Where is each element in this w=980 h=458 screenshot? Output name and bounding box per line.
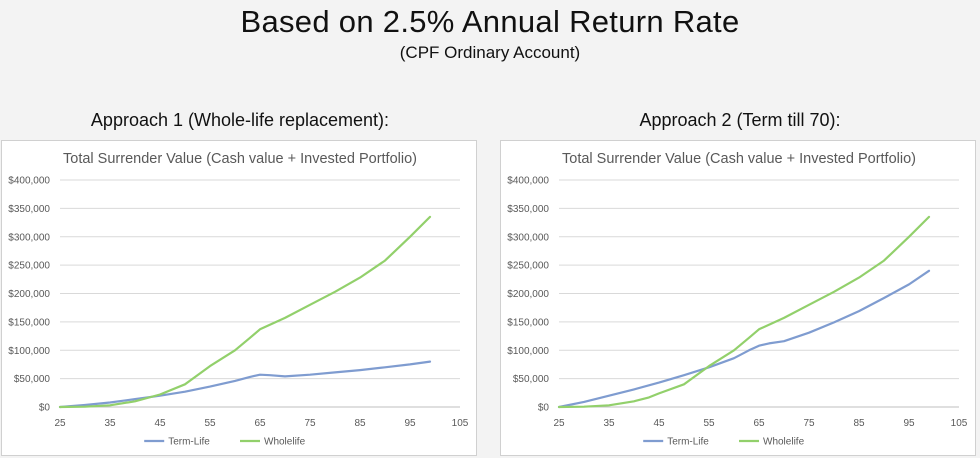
legend-label: Term-Life	[667, 437, 709, 448]
x-tick-label: 95	[903, 418, 915, 429]
legend-label: Wholelife	[763, 437, 805, 448]
x-tick-label: 25	[54, 418, 66, 429]
y-tick-label: $100,000	[8, 346, 50, 357]
y-tick-label: $50,000	[14, 374, 51, 385]
legend-label: Term-Life	[168, 437, 210, 448]
chart-title: Total Surrender Value (Cash value + Inve…	[63, 151, 417, 167]
y-tick-label: $400,000	[507, 176, 549, 187]
approach-2-heading: Approach 2 (Term till 70):	[639, 110, 841, 130]
y-tick-label: $250,000	[507, 261, 549, 272]
y-tick-label: $300,000	[8, 232, 50, 243]
x-tick-label: 45	[653, 418, 665, 429]
x-tick-label: 105	[951, 418, 968, 429]
y-tick-label: $250,000	[8, 261, 50, 272]
x-tick-label: 75	[304, 418, 316, 429]
legend-label: Wholelife	[264, 437, 306, 448]
line-chart-approach-1: Total Surrender Value (Cash value + Inve…	[8, 151, 469, 448]
y-tick-label: $150,000	[8, 317, 50, 328]
x-tick-label: 35	[603, 418, 615, 429]
y-tick-label: $200,000	[8, 289, 50, 300]
x-tick-label: 65	[254, 418, 266, 429]
x-tick-label: 75	[803, 418, 815, 429]
page-title: Based on 2.5% Annual Return Rate	[240, 4, 740, 39]
series-line-wholelife	[557, 215, 931, 409]
chart-title: Total Surrender Value (Cash value + Inve…	[562, 151, 916, 167]
y-tick-label: $0	[39, 403, 51, 414]
series-line-term-life	[557, 269, 931, 409]
y-tick-label: $50,000	[513, 374, 550, 385]
y-tick-label: $150,000	[507, 317, 549, 328]
y-tick-label: $350,000	[8, 204, 50, 215]
y-tick-label: $350,000	[507, 204, 549, 215]
y-tick-label: $100,000	[507, 346, 549, 357]
y-tick-label: $200,000	[507, 289, 549, 300]
chart-panel-approach-1: Total Surrender Value (Cash value + Inve…	[1, 140, 477, 456]
series-line-term-life	[58, 360, 432, 409]
y-tick-label: $400,000	[8, 176, 50, 187]
x-tick-label: 105	[452, 418, 469, 429]
y-tick-label: $0	[538, 403, 550, 414]
chart-panel-approach-2: Total Surrender Value (Cash value + Inve…	[500, 140, 976, 456]
series-line-wholelife	[58, 215, 432, 409]
page-subtitle: (CPF Ordinary Account)	[399, 43, 581, 62]
x-tick-label: 85	[354, 418, 366, 429]
approach-1-heading: Approach 1 (Whole-life replacement):	[90, 110, 390, 130]
x-tick-label: 95	[404, 418, 416, 429]
line-chart-approach-2: Total Surrender Value (Cash value + Inve…	[507, 151, 968, 448]
x-tick-label: 65	[753, 418, 765, 429]
x-tick-label: 55	[703, 418, 715, 429]
x-tick-label: 45	[154, 418, 166, 429]
y-tick-label: $300,000	[507, 232, 549, 243]
x-tick-label: 25	[553, 418, 565, 429]
x-tick-label: 85	[853, 418, 865, 429]
x-tick-label: 35	[104, 418, 116, 429]
x-tick-label: 55	[204, 418, 216, 429]
